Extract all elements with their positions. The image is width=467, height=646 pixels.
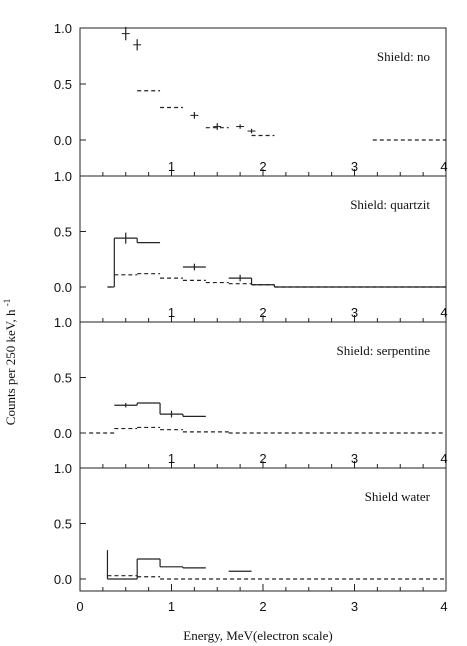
- y-tick-label: 1.0: [54, 169, 72, 184]
- y-tick-label: 1.0: [54, 315, 72, 330]
- panel-4: 0.0 0.5 1.0 0 1 2 3 4 Shield water: [54, 461, 448, 614]
- y-tick-label: 1.0: [54, 461, 72, 476]
- y-tick-label: 0.5: [54, 77, 72, 92]
- y-tick-label: 1.0: [54, 21, 72, 36]
- panel-3: 0.0 0.5 1.0 1 2 3 4 Shield: serpentine: [54, 315, 448, 469]
- x-tick-label: 4: [440, 451, 447, 466]
- x-tick-label: 1: [168, 451, 175, 466]
- x-tick-label: 1: [168, 599, 175, 614]
- y-tick-label: 0.5: [54, 371, 72, 386]
- panel-2: 0.0 0.5 1.0 1 2 3 4 Shield: quartzit: [54, 169, 448, 323]
- panel-label: Shield water: [365, 489, 431, 504]
- x-tick-label: 3: [351, 159, 358, 174]
- y-tick-label: 0.0: [54, 572, 72, 587]
- y-tick-label: 0.5: [54, 517, 72, 532]
- panels-group: 0.0 0.5 1.0 1 2 3 4 Shield: no 0.0 0.5 1.0 1 2 3 4 Shie…: [54, 21, 448, 614]
- y-axis-title-group: Counts per 250 keV, h -1: [2, 299, 18, 425]
- y-axis-title-main: Counts per 250 keV, h: [3, 309, 18, 425]
- x-tick-label: 2: [259, 599, 266, 614]
- x-tick-label: 3: [351, 599, 358, 614]
- panel-frame: [79, 467, 447, 592]
- x-tick-label: 4: [440, 305, 447, 320]
- x-tick-label: 4: [440, 159, 447, 174]
- y-axis-title-sup: -1: [2, 299, 12, 307]
- panel-label: Shield: serpentine: [336, 343, 430, 358]
- x-tick-label: 3: [351, 451, 358, 466]
- x-tick-label: 1: [168, 305, 175, 320]
- y-tick-label: 0.0: [54, 133, 72, 148]
- y-tick-label: 0.0: [54, 426, 72, 441]
- panel-label: Shield: quartzit: [350, 197, 430, 212]
- x-tick-label: 3: [351, 305, 358, 320]
- x-tick-label: 4: [440, 599, 447, 614]
- x-tick-label: 2: [259, 159, 266, 174]
- panel-1: 0.0 0.5 1.0 1 2 3 4 Shield: no: [54, 21, 448, 177]
- x-tick-label: 0: [76, 599, 83, 614]
- x-tick-label: 2: [259, 451, 266, 466]
- x-tick-label: 1: [168, 159, 175, 174]
- y-tick-label: 0.5: [54, 225, 72, 240]
- x-axis-title: Energy, MeV(electron scale): [183, 628, 332, 643]
- x-tick-label: 2: [259, 305, 266, 320]
- y-axis-title: Counts per 250 keV, h -1: [2, 299, 18, 425]
- panel-label: Shield: no: [377, 49, 430, 64]
- y-tick-label: 0.0: [54, 280, 72, 295]
